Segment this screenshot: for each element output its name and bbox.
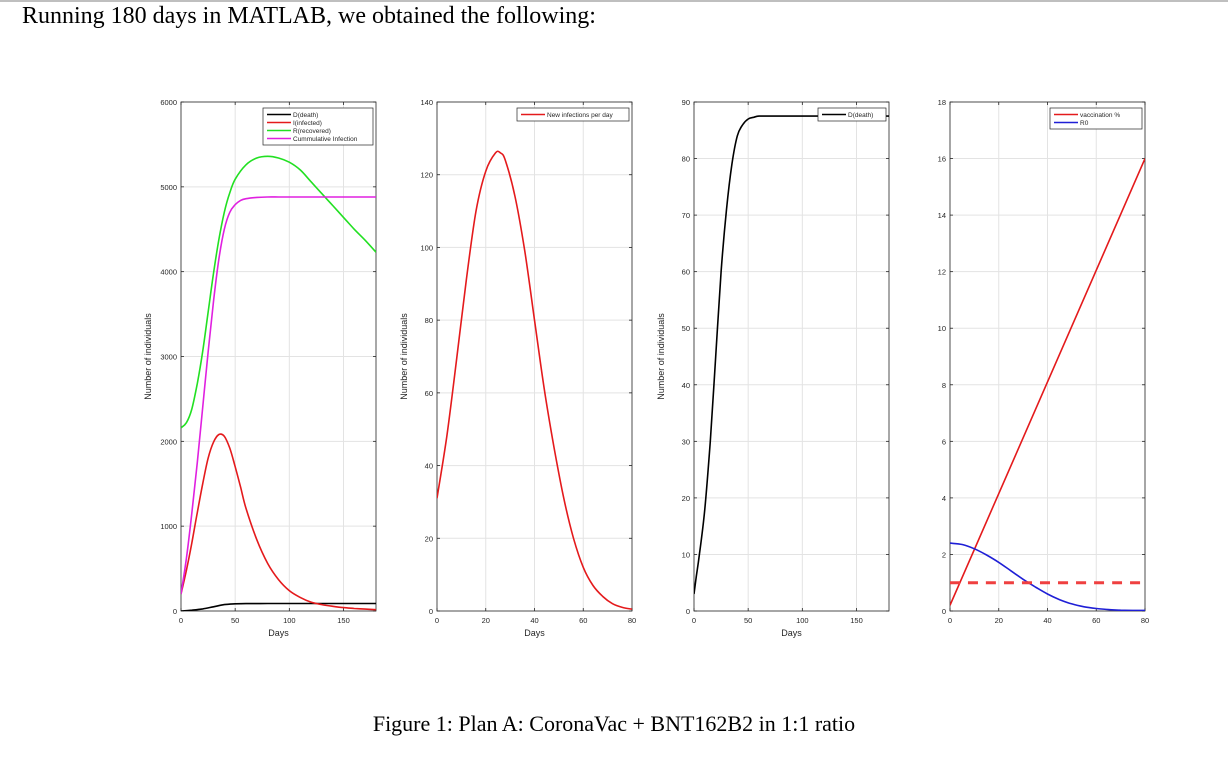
y-tick-label: 10 [682,550,690,559]
y-tick-label: 6000 [160,98,177,107]
y-tick-label: 100 [420,243,433,252]
series-line-3 [181,155,376,429]
y-tick-label: 0 [429,607,433,616]
x-axis-label: Days [268,628,289,638]
y-tick-label: 5000 [160,183,177,192]
legend-box [817,107,887,122]
x-tick-label: 40 [1043,616,1051,625]
x-tick-label: 100 [796,616,809,625]
x-axis-label: Days [781,628,802,638]
legend: New infections per day [516,107,630,122]
x-tick-label: 0 [179,616,183,625]
y-tick-label: 0 [686,607,690,616]
legend: D(death) [817,107,887,122]
legend-label: R0 [1080,120,1089,127]
series-line-2 [181,433,376,611]
intro-text: Running 180 days in MATLAB, we obtained … [22,3,596,29]
x-tick-label: 50 [744,616,752,625]
y-tick-label: 12 [938,268,946,277]
x-tick-label: 60 [579,616,587,625]
y-tick-label: 40 [425,462,433,471]
series-line-1 [437,150,632,610]
y-tick-label: 2000 [160,437,177,446]
series-line-1 [694,115,889,595]
series-line-2 [950,542,1145,611]
y-tick-label: 6 [942,437,946,446]
y-tick-label: 8 [942,381,946,390]
y-tick-label: 80 [682,155,690,164]
x-tick-label: 150 [850,616,863,625]
y-tick-label: 80 [425,316,433,325]
y-tick-label: 4 [942,494,946,503]
y-tick-label: 20 [425,534,433,543]
legend-label: D(death) [848,112,873,119]
y-tick-label: 60 [425,389,433,398]
top-rule [0,0,1228,2]
x-tick-label: 0 [692,616,696,625]
legend: vaccination %R0 [1049,107,1143,130]
y-tick-label: 120 [420,171,433,180]
y-tick-label: 10 [938,324,946,333]
x-tick-label: 0 [435,616,439,625]
y-tick-label: 140 [420,98,433,107]
x-tick-label: 50 [231,616,239,625]
legend-label: I(infected) [293,120,322,127]
series-line-4 [181,196,376,595]
y-tick-label: 90 [682,98,690,107]
legend-label: R(recovered) [293,128,331,135]
plot-area-frame [693,101,890,612]
chart-panel-2: 0 20 40 60 80 0 20 40 60 80 100 120 140 Days Number of… [399,98,636,638]
x-axis-label: Days [524,628,545,638]
x-tick-label: 20 [482,616,490,625]
x-tick-label: 40 [530,616,538,625]
y-tick-label: 50 [682,324,690,333]
x-tick-label: 80 [628,616,636,625]
y-tick-label: 2 [942,550,946,559]
x-tick-label: 150 [337,616,350,625]
y-tick-label: 30 [682,437,690,446]
legend-label: vaccination % [1080,112,1120,119]
y-tick-label: 3000 [160,353,177,362]
y-tick-label: 14 [938,211,946,220]
y-tick-label: 40 [682,381,690,390]
y-tick-label: 18 [938,98,946,107]
y-tick-label: 60 [682,268,690,277]
chart-panel-4: 0 20 40 60 80 0 2 4 6 8 10 12 14 16 18 vaccination %R0 [938,98,1150,625]
legend-label: Cummulative Infection [293,136,358,143]
y-axis-label: Number of individuals [656,313,666,400]
series-line-1 [950,158,1145,606]
chart-panel-3: 0 50 100 150 0 10 20 30 40 50 60 70 80 90 Days Number o… [656,98,890,638]
legend: D(death)I(infected)R(recovered)Cummulati… [262,107,374,146]
legend-label: D(death) [293,112,318,119]
y-tick-label: 1000 [160,522,177,531]
y-tick-label: 4000 [160,268,177,277]
x-tick-label: 60 [1092,616,1100,625]
chart-panel-1: 0 50 100 150 0 1000 2000 3000 4000 5000 6000 Days Nu… [143,98,377,638]
x-tick-label: 0 [948,616,952,625]
legend-box [516,107,630,122]
legend-box [1049,107,1143,130]
y-axis-label: Number of individuals [399,313,409,400]
legend-label: New infections per day [547,112,614,119]
figure-caption: Figure 1: Plan A: CoronaVac + BNT162B2 i… [372,711,856,736]
x-tick-label: 20 [995,616,1003,625]
x-tick-label: 80 [1141,616,1149,625]
x-tick-label: 100 [283,616,296,625]
y-tick-label: 0 [173,607,177,616]
y-tick-label: 0 [942,607,946,616]
y-axis-label: Number of individuals [143,313,153,400]
y-tick-label: 20 [682,494,690,503]
y-tick-label: 16 [938,155,946,164]
y-tick-label: 70 [682,211,690,220]
